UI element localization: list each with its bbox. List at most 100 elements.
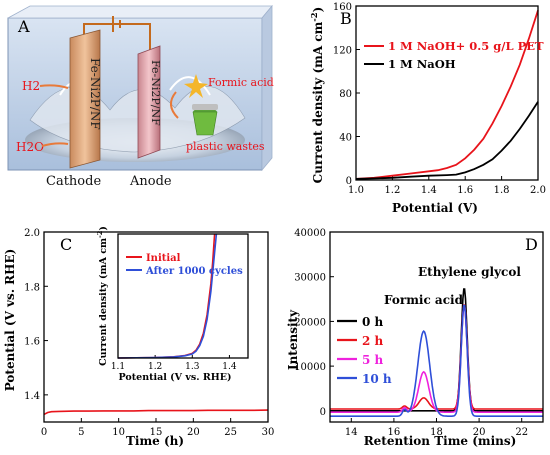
plastic-cup-icon (192, 111, 218, 136)
plastic-cup-cap (192, 104, 218, 110)
formic-acid-label: Formic acid (208, 76, 274, 89)
c-series-line-0 (43, 409, 269, 416)
c-plot-frame (43, 231, 269, 423)
b-x-tick-label: 1.0 (348, 185, 364, 196)
c-inset-x-tick-label: 1.4 (222, 362, 237, 372)
anode-material-label: Fe-Ni2P/NF (149, 60, 162, 126)
panel-letter-a: A (17, 17, 30, 36)
c-y-axis-label: Potential (V vs. RHE) (3, 249, 17, 392)
d-legend-label-0: 0 h (362, 315, 384, 329)
c-inset-series-group (117, 233, 218, 359)
formic-acid-star-icon (184, 74, 208, 98)
h2-arrow (39, 84, 69, 89)
d-y-tick-label: 20000 (294, 317, 326, 328)
c-x-tick-label: 10 (112, 427, 125, 438)
d-legend-label-3: 10 h (362, 372, 392, 386)
c-inset-x-tick-label: 1.1 (111, 362, 125, 372)
c-inset-y-axis-label: Current density (mA cm-2) (96, 226, 109, 366)
b-series-group (355, 10, 539, 180)
b-x-tick-label: 2.0 (530, 185, 546, 196)
b-y-tick-label: 80 (339, 89, 352, 100)
d-legend-label-2: 5 h (362, 353, 384, 367)
c-inset-legend-label-initial: Initial (146, 253, 181, 264)
d-annotation-ethylene-glycol: Ethylene glycol (418, 265, 521, 279)
c-x-tick-label: 20 (187, 427, 200, 438)
c-inset-x-tick-label: 1.3 (185, 362, 200, 372)
cathode-electrode (69, 29, 101, 169)
b-legend-label-pet: 1 M NaOH+ 0.5 g/L PET (388, 39, 544, 53)
c-inset-frame (117, 233, 249, 359)
anode-label: Anode (129, 174, 172, 189)
wire (83, 23, 151, 50)
d-y-axis-label: Intensity (286, 309, 300, 370)
d-y-tick-label: 10000 (294, 362, 326, 373)
panel-letter-d: D (525, 235, 538, 254)
d-y-tick-label: 0 (320, 407, 326, 418)
c-y-tick-label: 2.0 (24, 228, 40, 239)
c-x-tick-label: 30 (262, 427, 275, 438)
c-y-tick-label: 1.6 (24, 337, 40, 348)
b-y-tick-label: 40 (339, 133, 352, 144)
d-plot-frame (329, 231, 544, 423)
d-series-group (330, 288, 543, 418)
b-legend-label-naoh: 1 M NaOH (388, 57, 456, 71)
c-inset-background (118, 234, 248, 358)
d-x-axis-label: Retention Time (mins) (364, 434, 517, 448)
b-y-axis-label: Current density (mA cm-2) (309, 7, 325, 184)
c-y-tick-label: 1.4 (24, 391, 40, 402)
c-x-tick-label: 5 (78, 427, 84, 438)
c-y-tick-label: 1.8 (24, 282, 40, 293)
d-series-line-3 (330, 304, 543, 418)
c-inset-series-line-1 (117, 233, 218, 359)
b-x-tick-label: 1.4 (421, 185, 437, 196)
panel-letter-c: C (60, 235, 72, 254)
c-tick-group: 0 5 10 15 20 25 30 1.4 1.6 1.8 2.0 (24, 228, 274, 438)
h2o-label: H2O (16, 140, 44, 154)
panel-letter-b: B (340, 9, 352, 28)
d-x-tick-label: 20 (473, 427, 486, 438)
b-plot-frame (355, 5, 539, 181)
c-inset-x-axis-label: Potential (V vs. RHE) (119, 372, 232, 383)
b-y-tick-label: 0 (346, 176, 352, 187)
h2o-arrow (41, 142, 69, 147)
d-legend-label-1: 2 h (362, 334, 384, 348)
d-series-line-0 (330, 288, 543, 412)
b-y-tick-label: 120 (333, 46, 352, 57)
h2-label: H2 (22, 79, 40, 93)
b-x-tick-label: 1.6 (457, 185, 473, 196)
b-x-tick-label: 1.2 (384, 185, 400, 196)
d-series-line-2 (330, 305, 543, 414)
b-x-axis-label: Potential (V) (392, 201, 478, 215)
cathode-label: Cathode (46, 174, 101, 189)
d-y-tick-label: 30000 (294, 273, 326, 284)
box-side-face (261, 4, 273, 172)
d-annotation-formic-acid: Formic acid (384, 293, 464, 307)
d-tick-group: 14 16 18 20 22 0 10000 20000 30000 40000 (294, 228, 528, 438)
c-x-tick-label: 0 (41, 427, 47, 438)
product-arrow (170, 91, 179, 119)
b-tick-group: 1.0 1.2 1.4 1.6 1.8 2.0 0 40 80 120 160 (333, 2, 546, 196)
panel-c-chart: C 0 5 10 15 20 25 30 1.4 1.6 1.8 2.0 Time (h) Pote… (3, 226, 274, 448)
panel-a-schematic: Fe-Ni2P/NF Fe-Ni2P/NF H2 H2O Formic acid… (7, 4, 274, 189)
plastic-wastes-label: plastic wastes (186, 140, 265, 153)
panel-d-chart: D 14 16 18 20 22 0 10000 20000 30000 40000 Ethyle… (286, 228, 544, 448)
cathode-material-label: Fe-Ni2P/NF (88, 58, 102, 130)
c-inset-x-tick-label: 1.2 (148, 362, 162, 372)
c-inset-chart: 1.1 1.2 1.3 1.4 Initial After 1000 cycles P… (96, 226, 249, 383)
box-top-face (7, 5, 273, 19)
d-x-tick-label: 14 (345, 427, 358, 438)
b-series-line-0 (355, 10, 539, 180)
d-x-tick-label: 16 (388, 427, 401, 438)
d-x-tick-label: 18 (430, 427, 443, 438)
d-x-tick-label: 22 (515, 427, 528, 438)
c-x-tick-label: 25 (224, 427, 237, 438)
c-x-axis-label: Time (h) (126, 434, 184, 448)
panel-b-chart: B 1.0 1.2 1.4 1.6 1.8 2.0 0 40 80 120 160 1 M NaOH… (309, 2, 546, 215)
c-x-tick-label: 15 (150, 427, 163, 438)
anode-electrode (137, 45, 161, 159)
d-y-tick-label: 40000 (294, 228, 326, 239)
d-legend: 0 h 2 h 5 h 10 h (337, 315, 392, 386)
b-legend: 1 M NaOH+ 0.5 g/L PET 1 M NaOH (364, 39, 544, 71)
b-series-line-1 (355, 101, 539, 180)
b-y-tick-label: 160 (333, 2, 352, 13)
